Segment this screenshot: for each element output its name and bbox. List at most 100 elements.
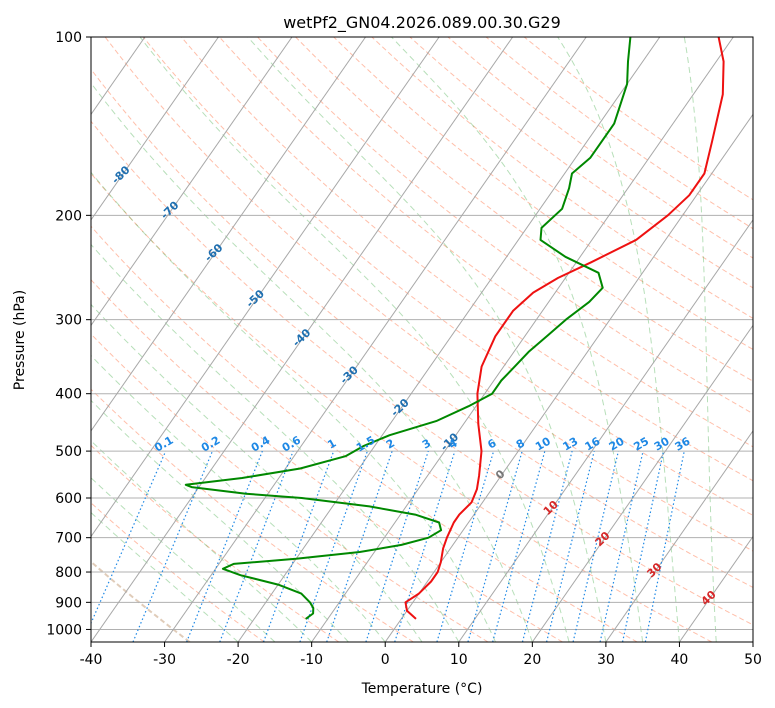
isotherm-label: -100: [7, 92, 36, 121]
isobar-gridlines: [91, 37, 753, 630]
y-tick-label: 600: [55, 491, 82, 507]
dry-adiabat: [295, 37, 753, 382]
moist-adiabat: [91, 354, 386, 642]
isotherm-label: 10: [541, 498, 561, 518]
mixing-ratio-line: [394, 450, 456, 642]
moist-adiabat: [91, 440, 313, 642]
y-tick-label: 700: [55, 531, 82, 547]
x-tick-label: -20: [227, 652, 250, 668]
dry-adiabat: [91, 560, 191, 642]
x-tick-label: -40: [80, 652, 103, 668]
moist-adiabat: [91, 243, 460, 642]
moist-adiabat: [391, 37, 644, 642]
skewed-isotherms: [0, 37, 753, 642]
mixing-ratio-line: [492, 450, 546, 642]
isotherm-line: [384, 113, 753, 642]
dry-adiabat: [91, 68, 753, 589]
isotherm-line: [605, 430, 753, 642]
x-tick-label: 50: [744, 652, 762, 668]
sounding-profiles: [184, 37, 725, 620]
isotherm-label: -40: [290, 326, 314, 349]
moist-adiabat: [91, 82, 533, 642]
x-axis: -40 -30 -20 -10 0 10 20 30 40 50: [80, 642, 762, 668]
mixing-ratio-line: [132, 450, 214, 642]
dry-adiabat: [333, 37, 753, 351]
mixing-ratio-line: [599, 450, 644, 642]
sounding-profile-line: [184, 37, 632, 620]
mixing-ratio-label: 3: [420, 437, 433, 452]
mixing-ratio-line: [299, 450, 368, 642]
dry-adiabat: [91, 120, 753, 626]
isotherm-line: [0, 37, 71, 642]
isotherm-label: -70: [158, 199, 182, 222]
isotherm-label: -30: [338, 363, 362, 386]
y-tick-label: 100: [55, 30, 82, 46]
dry-adiabat: [91, 502, 265, 642]
y-tick-label: 300: [55, 313, 82, 329]
x-tick-label: -30: [153, 652, 176, 668]
mixing-ratio-lines: [91, 450, 685, 642]
y-tick-label: 1000: [46, 622, 82, 638]
mixing-ratio-line: [546, 450, 595, 642]
dry-adiabat: [91, 388, 414, 642]
dry-adiabat: [91, 333, 489, 642]
dry-adiabat: [485, 37, 753, 230]
mixing-ratio-line: [467, 450, 523, 642]
isotherm-label: -80: [109, 163, 133, 186]
dry-adiabat: [409, 37, 753, 289]
mixing-ratio-label: 6: [485, 436, 498, 451]
mixing-ratio-line: [521, 450, 573, 642]
isotherm-line: [679, 535, 753, 642]
y-tick-label: 900: [55, 595, 82, 611]
dry-adiabat: [523, 37, 753, 201]
moist-adiabat: [247, 37, 607, 642]
y-tick-label: 400: [55, 387, 82, 403]
moist-adiabat: [683, 37, 717, 642]
moist-adiabat: [91, 477, 276, 642]
isotherm-label: 40: [699, 588, 719, 608]
isotherm-line: [458, 218, 753, 642]
isotherm-line: [164, 37, 587, 642]
y-axis-label: Pressure (hPa): [12, 290, 28, 390]
mixing-ratio-line: [91, 450, 167, 625]
x-tick-label: 0: [381, 652, 390, 668]
isotherm-label: -50: [244, 287, 268, 310]
moist-adiabat: [139, 37, 570, 642]
x-tick-label: 20: [523, 652, 541, 668]
mixing-ratio-label: 1: [325, 437, 338, 452]
isotherm-line: [311, 37, 734, 642]
x-tick-label: 10: [450, 652, 468, 668]
dry-adiabat: [219, 37, 753, 448]
x-tick-label: 40: [671, 652, 689, 668]
moist-adiabat: [91, 511, 239, 642]
dry-adiabat: [104, 37, 753, 552]
mixing-ratio-line: [436, 450, 495, 642]
dry-adiabat: [91, 172, 713, 642]
isotherm-line: [91, 37, 440, 538]
moist-adiabats: [91, 37, 717, 642]
x-axis-label: Temperature (°C): [361, 681, 483, 697]
isotherm-line: [91, 37, 514, 642]
y-tick-label: 500: [55, 444, 82, 460]
mixing-ratio-line: [262, 450, 335, 642]
dry-adiabats: [91, 37, 753, 642]
mixing-ratio-line: [644, 450, 685, 642]
mixing-ratio-line: [326, 450, 393, 642]
dry-adiabat: [91, 279, 563, 642]
mixing-ratio-line: [621, 450, 665, 642]
isotherm-label: -60: [202, 241, 226, 264]
chart-title: wetPf2_GN04.2026.089.00.30.G29: [283, 13, 561, 33]
isotherm-line: [237, 37, 661, 642]
isotherm-line: [91, 37, 293, 327]
x-tick-label: -10: [300, 652, 323, 668]
moist-adiabat: [91, 171, 497, 642]
dry-adiabat: [257, 37, 753, 415]
plot-frame: [90, 36, 754, 643]
mixing-ratio-label: 2: [384, 437, 397, 452]
isotherm-line: [752, 641, 753, 642]
x-tick-label: 30: [597, 652, 615, 668]
dry-adiabat: [91, 444, 340, 642]
